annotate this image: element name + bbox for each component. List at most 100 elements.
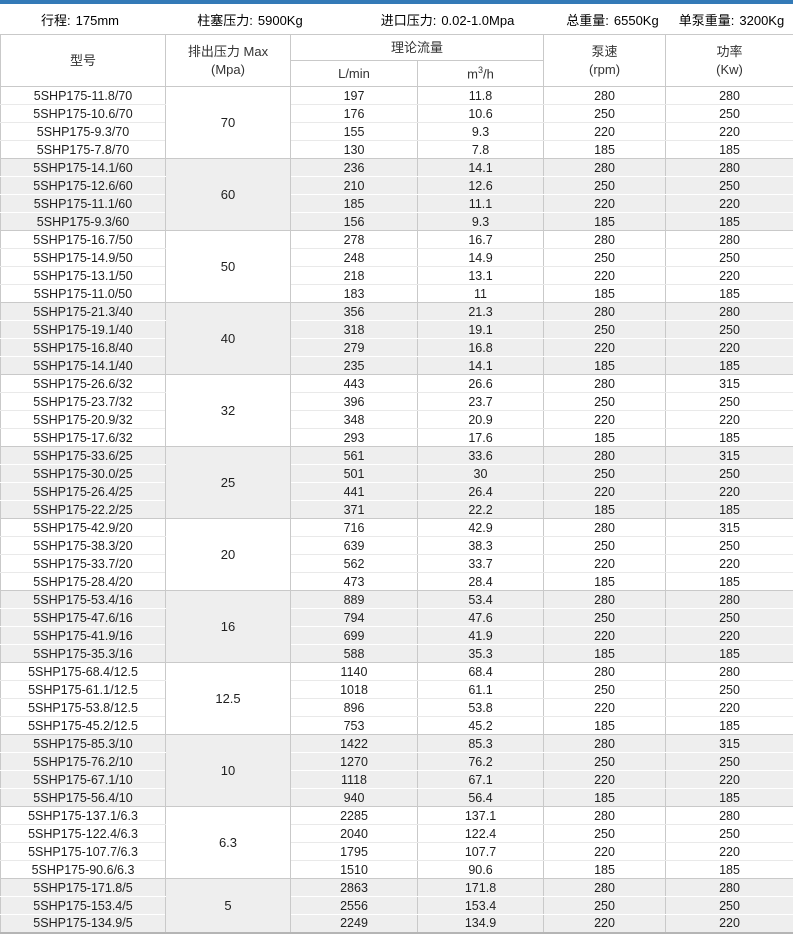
model-cell: 5SHP175-14.1/60 <box>0 158 166 177</box>
pump-speed-cell: 185 <box>543 572 667 591</box>
header-flow-lmin: L/min <box>290 60 418 87</box>
flow-lmin-cell: 130 <box>290 140 418 159</box>
pressure-group-cell: 32 <box>165 374 291 447</box>
flow-m3h-cell: 171.8 <box>416 878 545 897</box>
flow-lmin-cell: 185 <box>290 194 418 213</box>
pump-speed-cell: 220 <box>543 482 667 501</box>
pump-speed-cell: 185 <box>543 500 667 519</box>
flow-m3h-cell: 76.2 <box>416 752 545 771</box>
power-cell: 250 <box>665 248 793 267</box>
flow-lmin-cell: 794 <box>290 608 418 627</box>
flow-m3h-cell: 20.9 <box>416 410 545 429</box>
flow-m3h-cell: 107.7 <box>416 842 545 861</box>
power-cell: 185 <box>665 860 793 879</box>
table-row: 5SHP175-90.6/6.3 1510 90.6 185 185 <box>0 860 793 879</box>
pump-speed-cell: 220 <box>543 914 667 933</box>
pump-speed-cell: 280 <box>543 878 667 897</box>
power-cell: 280 <box>665 158 793 177</box>
header-discharge-pressure-line1: 排出压力 Max <box>187 43 269 59</box>
flow-lmin-cell: 197 <box>290 86 418 105</box>
power-cell: 280 <box>665 806 793 825</box>
model-cell: 5SHP175-47.6/16 <box>0 608 166 627</box>
power-cell: 315 <box>665 446 793 465</box>
table-row: 5SHP175-137.1/6.3 6.3 2285 137.1 280 280 <box>0 806 793 879</box>
model-cell: 5SHP175-67.1/10 <box>0 770 166 789</box>
table-row: 5SHP175-11.8/70 70 197 11.8 280 280 <box>0 86 793 159</box>
pressure-group-cell: 70 <box>165 86 291 159</box>
model-cell: 5SHP175-76.2/10 <box>0 752 166 771</box>
flow-m3h-cell: 30 <box>416 464 545 483</box>
header-discharge-pressure-line2: (Mpa) <box>211 61 245 77</box>
power-cell: 185 <box>665 140 793 159</box>
model-cell: 5SHP175-137.1/6.3 <box>0 806 166 825</box>
table-row: 5SHP175-85.3/10 10 1422 85.3 280 315 <box>0 734 793 807</box>
pump-speed-cell: 220 <box>543 122 667 141</box>
pump-speed-cell: 250 <box>543 104 667 123</box>
summary-item-total-weight: 总重量: 6550Kg <box>555 10 670 29</box>
header-theoretical-flow: 理论流量 <box>289 34 545 61</box>
power-cell: 220 <box>665 770 793 789</box>
flow-lmin-cell: 371 <box>290 500 418 519</box>
pump-speed-cell: 250 <box>543 248 667 267</box>
model-cell: 5SHP175-13.1/50 <box>0 266 166 285</box>
model-cell: 5SHP175-12.6/60 <box>0 176 166 195</box>
flow-m3h-cell: 85.3 <box>416 734 545 753</box>
table-row: 5SHP175-33.6/25 25 561 33.6 280 315 <box>0 446 793 519</box>
power-cell: 250 <box>665 752 793 771</box>
pump-speed-cell: 280 <box>543 734 667 753</box>
flow-m3h-cell: 61.1 <box>416 680 545 699</box>
model-cell: 5SHP175-171.8/5 <box>0 878 166 897</box>
summary-value: 0.02-1.0Mpa <box>441 12 515 28</box>
pump-speed-cell: 250 <box>543 176 667 195</box>
flow-lmin-cell: 183 <box>290 284 418 303</box>
model-cell: 5SHP175-90.6/6.3 <box>0 860 166 879</box>
model-cell: 5SHP175-11.1/60 <box>0 194 166 213</box>
pump-speed-cell: 280 <box>543 590 667 609</box>
flow-lmin-cell: 1510 <box>290 860 418 879</box>
pump-speed-cell: 280 <box>543 374 667 393</box>
power-cell: 250 <box>665 896 793 915</box>
flow-m3h-cell: 67.1 <box>416 770 545 789</box>
power-cell: 185 <box>665 572 793 591</box>
power-cell: 220 <box>665 410 793 429</box>
pump-speed-cell: 250 <box>543 608 667 627</box>
spec-summary-bar: 行程: 175mm 柱塞压力: 5900Kg 进口压力: 0.02-1.0Mpa 总重… <box>0 4 793 34</box>
power-cell: 220 <box>665 482 793 501</box>
table-row: 5SHP175-134.9/5 2249 134.9 220 220 <box>0 914 793 933</box>
flow-lmin-cell: 279 <box>290 338 418 357</box>
table-row: 5SHP175-21.3/40 40 356 21.3 280 280 <box>0 302 793 375</box>
power-cell: 220 <box>665 266 793 285</box>
pressure-group-cell: 6.3 <box>165 806 291 879</box>
table-row: 5SHP175-12.6/60 210 12.6 250 250 <box>0 176 793 195</box>
flow-lmin-cell: 753 <box>290 716 418 735</box>
model-cell: 5SHP175-26.4/25 <box>0 482 166 501</box>
flow-m3h-cell: 14.9 <box>416 248 545 267</box>
pump-speed-cell: 250 <box>543 752 667 771</box>
flow-m3h-cell: 41.9 <box>416 626 545 645</box>
summary-item-inlet-pressure: 进口压力: 0.02-1.0Mpa <box>340 10 555 29</box>
flow-lmin-cell: 236 <box>290 158 418 177</box>
pump-speed-cell: 220 <box>543 626 667 645</box>
pump-speed-cell: 185 <box>543 212 667 231</box>
pressure-group-cell: 5 <box>165 878 291 933</box>
flow-lmin-cell: 356 <box>290 302 418 321</box>
summary-label: 总重量: <box>566 12 609 28</box>
model-cell: 5SHP175-85.3/10 <box>0 734 166 753</box>
table-row: 5SHP175-9.3/60 156 9.3 185 185 <box>0 212 793 231</box>
flow-m3h-cell: 153.4 <box>416 896 545 915</box>
flow-lmin-cell: 699 <box>290 626 418 645</box>
model-cell: 5SHP175-53.4/16 <box>0 590 166 609</box>
pressure-group-cell: 12.5 <box>165 662 291 735</box>
pump-speed-cell: 185 <box>543 284 667 303</box>
power-cell: 250 <box>665 320 793 339</box>
table-row: 5SHP175-67.1/10 1118 67.1 220 220 <box>0 770 793 789</box>
model-cell: 5SHP175-107.7/6.3 <box>0 842 166 861</box>
flow-lmin-cell: 561 <box>290 446 418 465</box>
table-row: 5SHP175-35.3/16 588 35.3 185 185 <box>0 644 793 663</box>
model-cell: 5SHP175-19.1/40 <box>0 320 166 339</box>
summary-label: 进口压力: <box>380 12 437 28</box>
model-cell: 5SHP175-23.7/32 <box>0 392 166 411</box>
pump-speed-cell: 280 <box>543 806 667 825</box>
flow-lmin-cell: 1270 <box>290 752 418 771</box>
table-row: 5SHP175-7.8/70 130 7.8 185 185 <box>0 140 793 159</box>
